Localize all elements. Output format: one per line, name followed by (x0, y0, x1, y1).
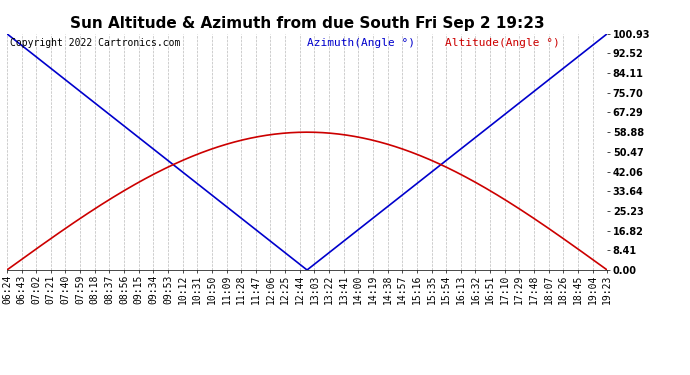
Text: Copyright 2022 Cartronics.com: Copyright 2022 Cartronics.com (10, 39, 180, 48)
Title: Sun Altitude & Azimuth from due South Fri Sep 2 19:23: Sun Altitude & Azimuth from due South Fr… (70, 16, 544, 31)
Text: Azimuth(Angle °): Azimuth(Angle °) (307, 39, 415, 48)
Text: Altitude(Angle °): Altitude(Angle °) (445, 39, 560, 48)
